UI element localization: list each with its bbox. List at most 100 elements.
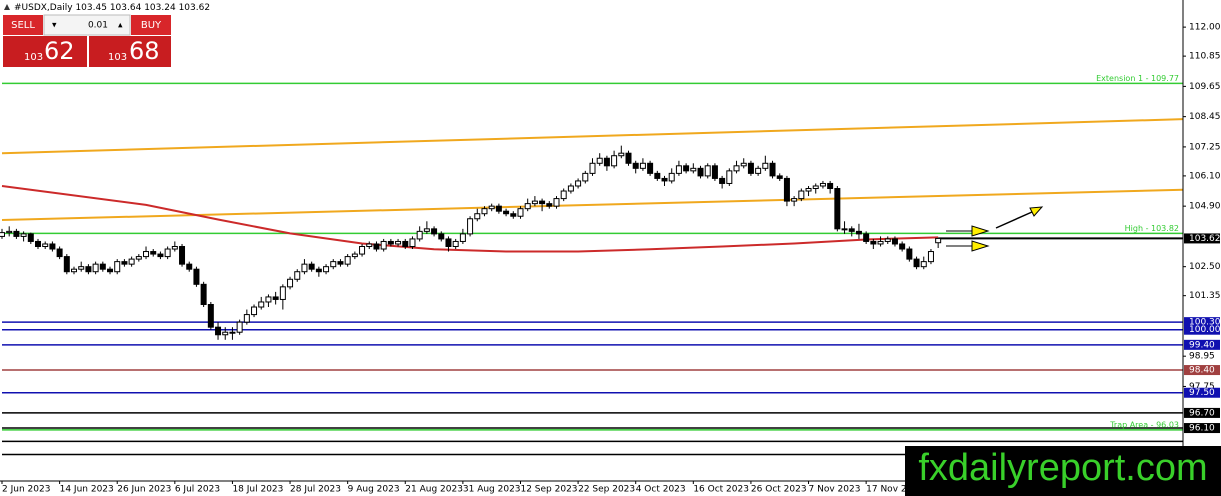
candle-body — [416, 230, 423, 240]
lot-field[interactable] — [43, 14, 131, 36]
x-tick-label: 28 Jul 2023 — [290, 485, 341, 495]
level-box — [1184, 387, 1220, 398]
y-tick-label: 98.95 — [1189, 352, 1215, 362]
lot-up[interactable]: ▴ — [118, 21, 123, 31]
x-tick-label: 26 Jun 2023 — [117, 485, 171, 495]
sell-button[interactable] — [3, 15, 43, 35]
candle-body — [675, 165, 682, 174]
candle-body — [114, 261, 121, 273]
plot-area: Extension 1 - 109.77 High - 103.82 Trap Ar… — [0, 74, 1184, 456]
candle-body — [855, 230, 862, 235]
candle-body — [582, 172, 589, 182]
candle-body — [783, 177, 790, 202]
candle-body — [315, 268, 322, 273]
level-label: 100.00 — [1189, 325, 1221, 335]
candle-body — [431, 228, 438, 235]
candle-body — [179, 246, 186, 265]
candle-body — [258, 301, 265, 308]
candle-body — [891, 238, 898, 245]
candle-body — [452, 240, 459, 247]
candle-body — [35, 240, 42, 247]
candle-body — [668, 172, 675, 182]
candle-body — [798, 190, 805, 200]
candle-body — [913, 258, 920, 268]
candle-body — [143, 251, 150, 258]
candle-body — [301, 263, 308, 273]
candle-body — [351, 253, 358, 258]
x-tick-label: 14 Jun 2023 — [60, 485, 114, 495]
candle-body — [308, 263, 315, 270]
candle-body — [186, 263, 193, 270]
y-tick-label: 102.50 — [1189, 262, 1221, 272]
close: 103.62 — [179, 3, 211, 13]
candle-body — [697, 167, 704, 177]
y-tick-label: 106.10 — [1189, 171, 1221, 181]
candle-body — [819, 182, 826, 187]
candle-body — [402, 240, 409, 247]
sell-label: SELL — [11, 20, 35, 31]
candle-body — [690, 167, 697, 172]
level-label: 99.40 — [1189, 340, 1215, 350]
candle-body — [567, 185, 574, 192]
candle-body — [279, 286, 286, 300]
candle-body — [827, 182, 834, 190]
x-tick-label: 31 Aug 2023 — [463, 485, 521, 495]
level-label: 100.30 — [1189, 318, 1221, 328]
y-tick-label: 104.90 — [1189, 202, 1221, 212]
candle-body — [611, 155, 618, 167]
lot-down[interactable]: ▾ — [52, 21, 57, 31]
level-label: 97.50 — [1189, 388, 1215, 398]
collapse-icon[interactable] — [4, 4, 10, 10]
arrow — [946, 240, 990, 252]
candle-body — [445, 238, 452, 248]
candle-body — [747, 162, 754, 174]
level-caption: High - 103.82 — [1125, 224, 1179, 233]
candle-body — [164, 248, 171, 258]
logo-background — [905, 446, 1221, 496]
candle-body — [870, 240, 877, 245]
level-box — [1184, 407, 1220, 418]
buy-label: BUY — [141, 20, 162, 31]
buy-button[interactable] — [131, 15, 171, 35]
candle-body — [719, 177, 726, 184]
candle-body — [618, 152, 625, 157]
x-tick-label: 2 Jun 2023 — [2, 485, 50, 495]
candle-body — [243, 314, 250, 323]
candle-body — [459, 233, 466, 242]
ask-box[interactable] — [89, 36, 171, 67]
candle-body — [222, 331, 229, 336]
level-label: 96.10 — [1189, 424, 1215, 434]
candle-body — [733, 165, 740, 172]
candle-body — [546, 203, 553, 207]
candle-body — [121, 261, 128, 265]
candle-body — [848, 228, 855, 232]
candle-body — [85, 266, 92, 273]
candle-body — [380, 240, 387, 250]
candle-body — [726, 170, 733, 184]
candle-body — [495, 205, 502, 212]
candle-body — [740, 162, 747, 167]
candle-body — [6, 230, 13, 234]
candle-body — [438, 233, 445, 240]
y-tick-label: 108.45 — [1189, 112, 1221, 122]
level-box — [1184, 423, 1220, 434]
candle-body — [344, 256, 351, 265]
candle-body — [906, 248, 913, 260]
candle-body — [510, 213, 517, 217]
level-box — [1184, 324, 1220, 335]
candle-body — [229, 331, 236, 334]
trade-panel: SELL ▾ 0.01 ▴ BUY 103 62 103 68 — [3, 14, 171, 67]
bid-box[interactable] — [3, 36, 87, 67]
channel-line — [1, 118, 1184, 155]
candle-body — [265, 296, 272, 303]
candle-body — [625, 152, 632, 164]
candle-body — [359, 246, 366, 255]
ask-price-pips: 68 — [129, 37, 160, 65]
x-tick-label: 22 Sep 2023 — [578, 485, 635, 495]
level-caption: Trap Area - 96.03 — [1109, 420, 1179, 429]
bid-price-pips: 62 — [44, 37, 75, 65]
candle-body — [834, 188, 841, 230]
candle-body — [150, 251, 157, 255]
level-label: 103.62 — [1189, 234, 1221, 244]
high: 103.64 — [110, 3, 142, 13]
